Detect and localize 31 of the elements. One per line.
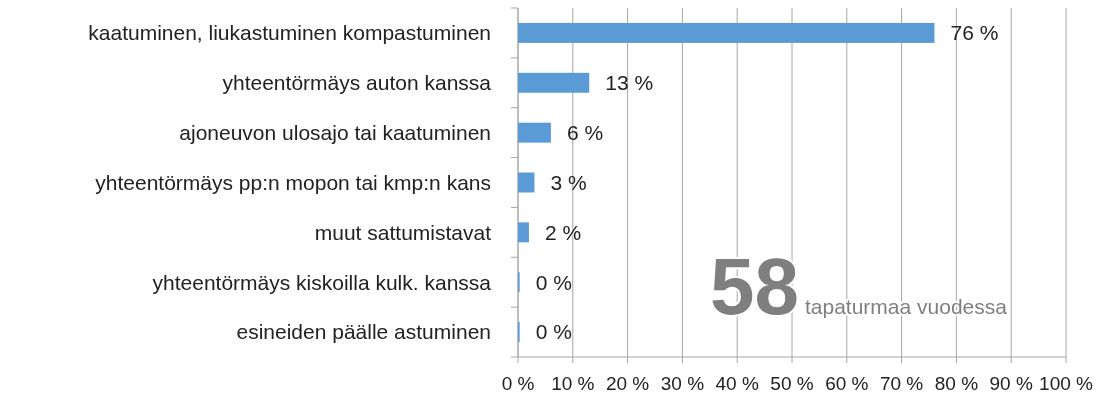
y-tick-label: yhteentörmäys pp:n mopon tai kmp:n kans bbox=[95, 170, 491, 194]
bar bbox=[518, 22, 935, 43]
bar bbox=[518, 222, 529, 243]
x-tick-label: 50 % bbox=[770, 373, 814, 394]
y-tick-label: yhteentörmäys auton kanssa bbox=[222, 71, 492, 95]
y-tick-label: muut sattumistavat bbox=[314, 220, 492, 244]
y-tick-label: ajoneuvon ulosajo tai kaatuminen bbox=[179, 120, 491, 144]
x-tick-label: 100 % bbox=[1039, 373, 1094, 394]
x-tick-label: 20 % bbox=[605, 373, 650, 394]
data-label: 76 % bbox=[950, 21, 999, 45]
x-tick-label: 60 % bbox=[825, 373, 869, 394]
x-tick-label: 40 % bbox=[715, 373, 759, 394]
y-tick-label: yhteentörmäys kiskoilla kulk. kanssa bbox=[152, 270, 492, 294]
y-tick-label: esineiden päälle astuminen bbox=[236, 320, 491, 344]
x-tick-label: 70 % bbox=[879, 373, 924, 394]
x-tick-label: 0 % bbox=[501, 373, 535, 394]
y-tick-label: kaatuminen, liukastuminen kompastuminen bbox=[88, 21, 491, 45]
annotation: 58 bbox=[710, 242, 799, 331]
data-label: 3 % bbox=[550, 170, 587, 194]
bar bbox=[518, 172, 535, 193]
x-tick-label: 10 % bbox=[551, 373, 595, 394]
data-label: 2 % bbox=[544, 220, 582, 244]
x-tick-label: 90 % bbox=[989, 373, 1033, 394]
data-label: 0 % bbox=[535, 320, 572, 344]
bar bbox=[518, 122, 551, 143]
data-label: 6 % bbox=[566, 120, 604, 144]
bar bbox=[518, 72, 590, 93]
x-tick-label: 30 % bbox=[660, 373, 705, 394]
x-tick-label: 80 % bbox=[934, 373, 979, 394]
data-label: 0 % bbox=[535, 270, 572, 294]
data-label: 13 % bbox=[605, 71, 654, 95]
